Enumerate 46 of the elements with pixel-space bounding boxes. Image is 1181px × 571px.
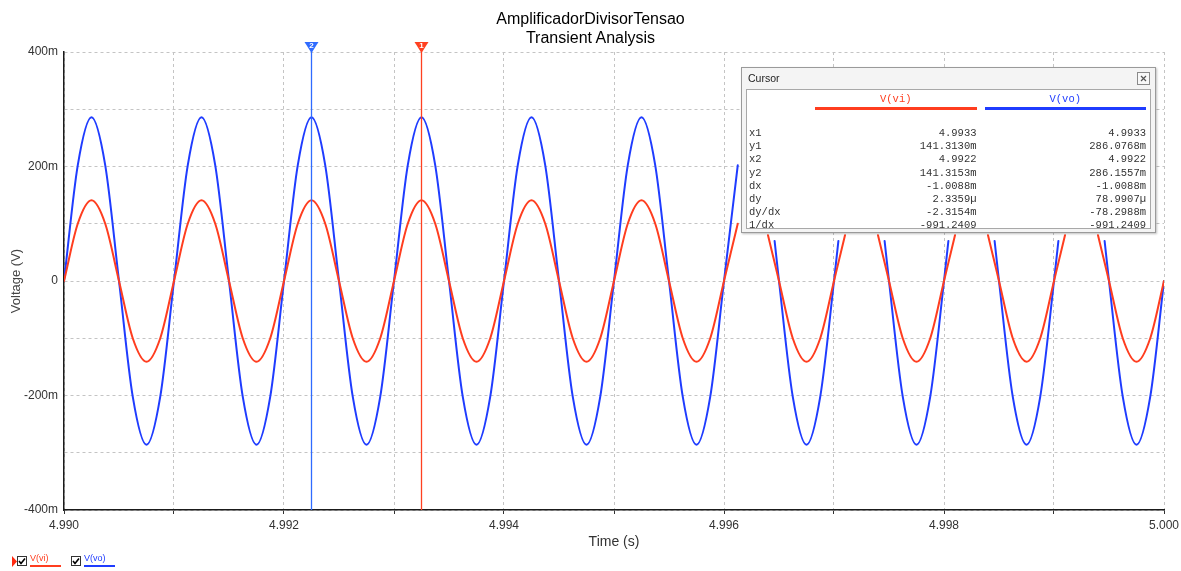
y-tick-label: 400m bbox=[27, 44, 58, 59]
annotation: 286.0768m bbox=[1089, 140, 1146, 153]
y-axis-title: Voltage (V) bbox=[8, 248, 24, 314]
annotation: dy bbox=[749, 193, 762, 206]
chart-title: AmplificadorDivisorTensao bbox=[496, 10, 685, 27]
annotation: x1 bbox=[749, 127, 762, 139]
annotation: dy/dx bbox=[749, 206, 781, 219]
annotation: -991.2409 bbox=[1089, 219, 1146, 232]
annotation: -78.2988m bbox=[1089, 206, 1146, 219]
annotation: y2 bbox=[749, 166, 762, 179]
annotation: -991.2409 bbox=[919, 219, 977, 232]
y-tick-label: -400m bbox=[23, 502, 58, 517]
annotation: 78.9907µ bbox=[1095, 193, 1146, 206]
x-axis-title: Time (s) bbox=[588, 533, 640, 550]
y-tick-label: -200m bbox=[23, 387, 58, 402]
text: V(vi) bbox=[879, 93, 912, 105]
x-tick-label: 4.996 bbox=[708, 517, 740, 532]
annotation: y1 bbox=[749, 140, 762, 153]
text: V(vi) bbox=[30, 553, 49, 563]
annotation: 286.1557m bbox=[1089, 166, 1146, 179]
annotation: 2.3359µ bbox=[932, 193, 977, 206]
text: V(vo) bbox=[84, 553, 106, 563]
annotation: 141.3130m bbox=[919, 140, 977, 153]
annotation: 4.9922 bbox=[1108, 153, 1146, 166]
x-tick-label: 5.000 bbox=[1148, 517, 1180, 532]
chart-subtitle: Transient Analysis bbox=[525, 29, 656, 46]
x-tick-label: 4.990 bbox=[48, 517, 80, 532]
x-tick-label: 4.994 bbox=[488, 517, 520, 532]
annotation: 1/dx bbox=[749, 219, 775, 232]
annotation: Cursor bbox=[748, 72, 780, 84]
text: V(vo) bbox=[1049, 93, 1081, 105]
annotation: 4.9933 bbox=[938, 127, 977, 139]
annotation: 1 bbox=[419, 41, 425, 51]
annotation: 2 bbox=[309, 41, 315, 51]
y-tick-label: 0 bbox=[51, 273, 59, 288]
annotation: 4.9922 bbox=[938, 153, 977, 166]
y-tick-label: 200m bbox=[27, 158, 58, 173]
x-tick-label: 4.992 bbox=[268, 517, 300, 532]
x-tick-label: 4.998 bbox=[928, 517, 960, 532]
annotation: 141.3153m bbox=[919, 166, 977, 179]
annotation: -1.0088m bbox=[1095, 179, 1146, 192]
annotation: -2.3154m bbox=[926, 206, 977, 219]
annotation: -1.0088m bbox=[926, 179, 977, 192]
annotation: 4.9933 bbox=[1108, 127, 1146, 139]
annotation: x2 bbox=[749, 153, 762, 166]
annotation: dx bbox=[749, 179, 762, 192]
